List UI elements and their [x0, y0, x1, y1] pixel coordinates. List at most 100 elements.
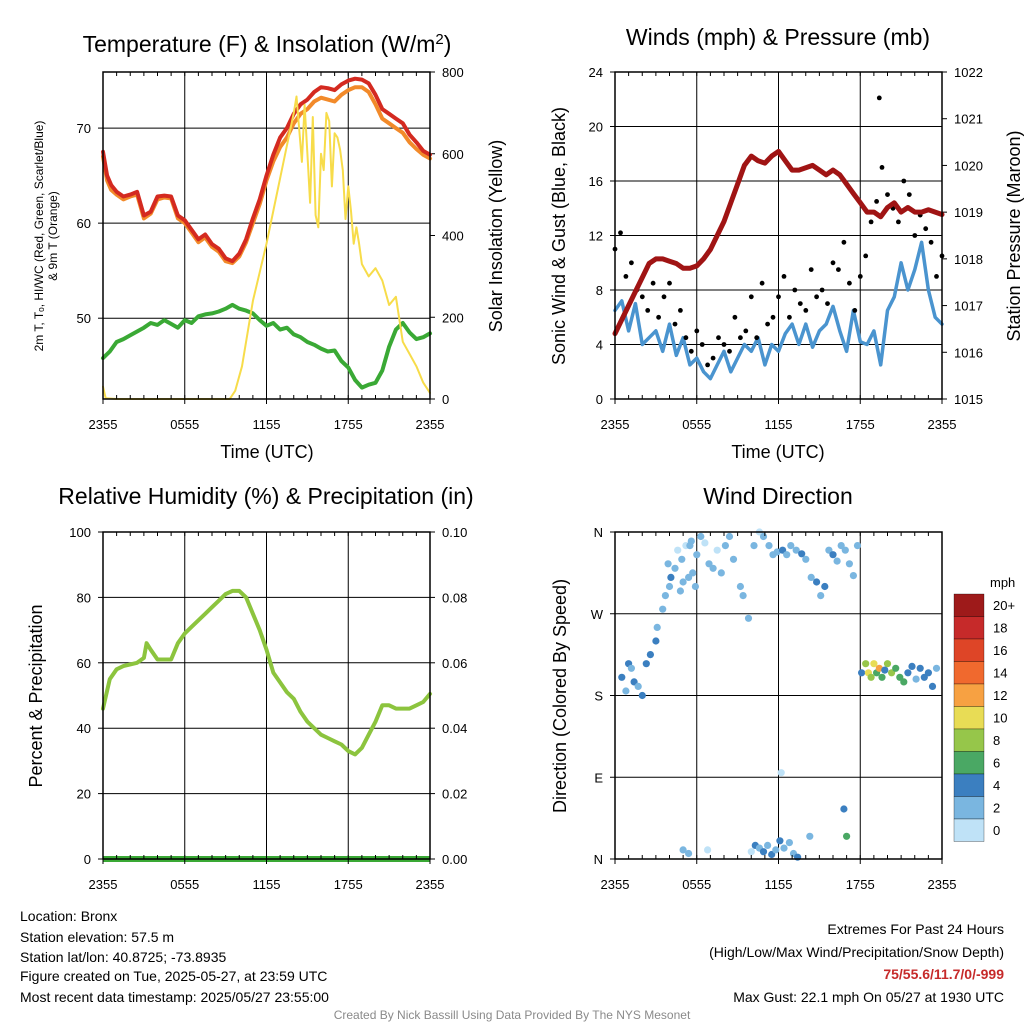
- direction-point: [759, 532, 768, 541]
- gust-point: [639, 294, 645, 300]
- dir-xtick-label: 2355: [601, 877, 630, 892]
- direction-point: [776, 837, 784, 845]
- rh-border: [102, 531, 431, 860]
- wind-xtick-label: 1755: [846, 417, 875, 432]
- temp-title: Temperature (F) & Insolation (W/m2): [83, 31, 452, 58]
- direction-point: [671, 564, 679, 572]
- gust-point: [792, 287, 798, 293]
- gust-point: [847, 280, 852, 286]
- legend-swatch: [953, 796, 985, 820]
- direction-point: [618, 673, 626, 681]
- gust-point: [923, 226, 929, 232]
- direction-point: [881, 666, 889, 674]
- wind-ytick-label: 20: [589, 120, 603, 135]
- rh-ytick-label: 40: [77, 721, 91, 736]
- temp-xtick-label: 1155: [253, 417, 281, 432]
- gust-point: [743, 328, 749, 334]
- gust-point: [863, 253, 869, 259]
- dir-ytick-label: S: [594, 689, 603, 704]
- direction-point: [928, 682, 937, 691]
- gust-point: [797, 301, 803, 306]
- direction-point: [725, 532, 734, 541]
- direction-point: [867, 673, 875, 681]
- direction-point: [652, 637, 660, 645]
- direction-point: [802, 555, 810, 563]
- rh-xtick-label: 2355: [416, 877, 445, 892]
- temp-series-2: [101, 302, 432, 390]
- direction-point: [792, 546, 800, 554]
- legend-swatch: [953, 661, 985, 685]
- extremes-title: Extremes For Past 24 Hours: [827, 921, 1004, 937]
- direction-point: [659, 605, 667, 613]
- legend-label: 16: [993, 643, 1007, 658]
- gust-point: [688, 348, 694, 354]
- direction-point: [783, 551, 791, 559]
- direction-point: [759, 848, 768, 856]
- temp-y2tick-label: 200: [442, 310, 464, 325]
- gust-point: [661, 294, 667, 300]
- dir-title: Wind Direction: [703, 483, 853, 509]
- direction-point: [924, 669, 933, 677]
- gust-point: [667, 280, 672, 286]
- info-recent: Most recent data timestamp: 2025/05/27 2…: [20, 989, 329, 1005]
- wind-border: [614, 71, 943, 400]
- direction-point: [912, 675, 920, 683]
- gust-point: [672, 321, 678, 327]
- rh-ytick-label: 80: [77, 590, 91, 605]
- gust-point: [803, 308, 809, 313]
- rh-ytick-label: 20: [77, 787, 91, 802]
- gust-point: [852, 308, 858, 313]
- temp-xtick-label: 1755: [334, 417, 363, 432]
- rh-y2tick-label: 0.06: [442, 656, 467, 671]
- gust-point: [934, 274, 939, 279]
- gust-point: [781, 274, 787, 279]
- direction-point: [829, 551, 837, 559]
- temp-border: [102, 71, 431, 400]
- wind-title: Winds (mph) & Pressure (mb): [626, 24, 930, 50]
- legend-title: mph: [990, 575, 1015, 590]
- direction-point: [858, 669, 866, 677]
- direction-point: [862, 660, 870, 668]
- direction-point: [646, 651, 655, 659]
- direction-point: [689, 569, 697, 577]
- rh-title: Relative Humidity (%) & Precipitation (i…: [58, 483, 473, 509]
- direction-point: [833, 557, 841, 565]
- wind-xtick-label: 2355: [601, 417, 630, 432]
- gust-point: [825, 301, 830, 306]
- rh-xtick-label: 0555: [170, 877, 199, 892]
- direction-point: [900, 678, 908, 686]
- dir-ytick-label: N: [594, 852, 603, 867]
- direction-point: [747, 848, 755, 856]
- direction-point: [908, 662, 916, 671]
- direction-point: [787, 542, 795, 550]
- direction-point: [916, 664, 924, 672]
- direction-point: [676, 587, 685, 595]
- gust-point: [841, 239, 847, 245]
- wind-y2tick-label: 1022: [954, 65, 983, 80]
- direction-point: [870, 660, 878, 668]
- legend-swatch: [953, 751, 985, 775]
- direction-point: [627, 664, 636, 672]
- legend-swatch: [953, 616, 985, 640]
- extremes-values: 75/55.6/11.7/0/-999: [883, 966, 1004, 982]
- temp-xtick-label: 0555: [170, 417, 199, 432]
- legend-label: 2: [993, 801, 1000, 816]
- gust-point: [876, 95, 882, 101]
- gust-point: [645, 308, 651, 313]
- wind-panel: 0 4 8 12 16 20 24 1015 1016 1017 1018 1019 1020 1021 1…: [589, 65, 983, 432]
- temp-series-1: [101, 76, 432, 264]
- rh-y2tick-label: 0.04: [442, 721, 467, 736]
- direction-point: [709, 564, 717, 572]
- direction-point: [622, 687, 630, 695]
- legend-label: 4: [993, 778, 1000, 793]
- direction-point: [750, 542, 758, 550]
- direction-point: [768, 850, 776, 859]
- direction-point: [701, 539, 709, 547]
- direction-point: [697, 532, 705, 541]
- direction-point: [744, 614, 753, 622]
- info-location: Location: Bronx: [20, 908, 117, 924]
- gust-point: [629, 260, 634, 266]
- gust-point: [650, 280, 656, 286]
- rh-y2tick-label: 0.00: [442, 852, 467, 867]
- wind-xlabel: Time (UTC): [731, 442, 824, 462]
